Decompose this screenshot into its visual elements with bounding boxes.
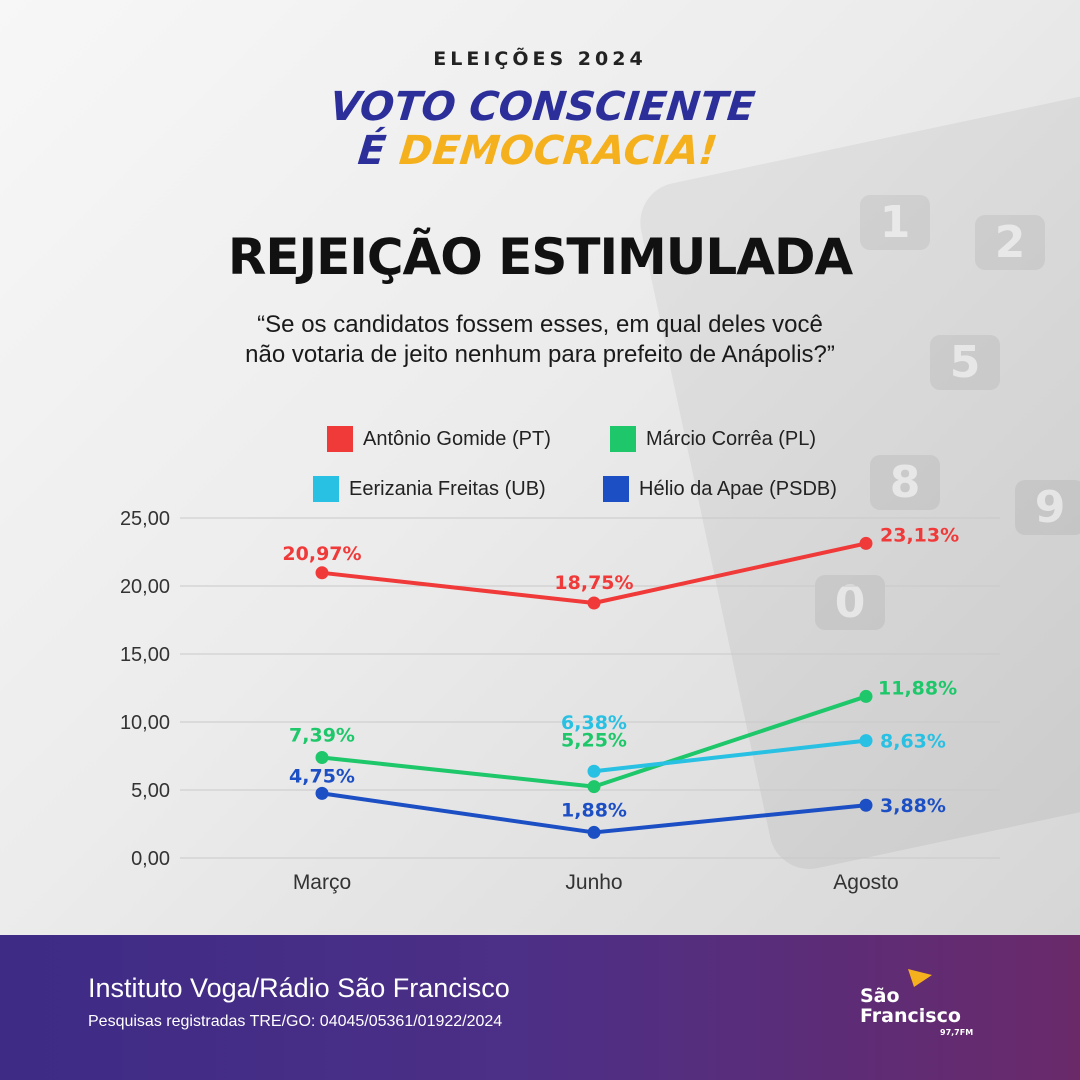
data-label: 20,97% <box>282 543 361 565</box>
x-tick-label: Março <box>293 871 351 894</box>
background-key: 8 <box>870 455 940 510</box>
slogan-line2b: DEMOCRACIA! <box>397 128 720 174</box>
data-label: 6,38% <box>561 712 627 734</box>
legend-swatch <box>313 476 339 502</box>
y-tick-label: 0,00 <box>131 848 170 870</box>
slogan-line2a: É <box>355 128 402 174</box>
data-point <box>859 689 873 703</box>
legend-label: Hélio da Apae (PSDB) <box>639 477 837 500</box>
logo-text-line2: Francisco <box>860 1005 961 1027</box>
footer-source: Instituto Voga/Rádio São Francisco <box>88 973 510 1003</box>
data-point <box>859 798 873 812</box>
question-line1: “Se os candidatos fossem esses, em qual … <box>257 311 823 338</box>
slogan: VOTO CONSCIENTE É DEMOCRACIA! <box>0 84 1080 174</box>
data-point <box>315 566 329 580</box>
background-key: 5 <box>930 335 1000 390</box>
data-label: 11,88% <box>878 677 957 699</box>
radio-logo: São Francisco 97,7FM <box>858 967 988 1047</box>
data-point <box>315 750 329 764</box>
data-label: 23,13% <box>880 524 959 546</box>
legend-swatch <box>327 426 353 452</box>
play-icon <box>908 969 932 987</box>
y-tick-label: 5,00 <box>131 780 170 802</box>
y-tick-label: 10,00 <box>120 712 170 734</box>
x-tick-label: Agosto <box>833 871 898 894</box>
y-tick-label: 25,00 <box>120 508 170 530</box>
data-label: 4,75% <box>289 765 355 787</box>
legend-item-helio: Hélio da Apae (PSDB) <box>603 476 837 502</box>
data-point <box>587 596 601 610</box>
background-key: 1 <box>860 195 930 250</box>
background-key: 9 <box>1015 480 1080 535</box>
footer: Instituto Voga/Rádio São Francisco Pesqu… <box>0 935 1080 1080</box>
data-label: 3,88% <box>880 795 946 817</box>
background-key: 2 <box>975 215 1045 270</box>
logo-frequency: 97,7FM <box>940 1028 974 1037</box>
survey-question: “Se os candidatos fossem esses, em qual … <box>0 310 1080 370</box>
logo-text-line1: São <box>860 985 900 1007</box>
footer-registration: Pesquisas registradas TRE/GO: 04045/0536… <box>88 1013 503 1030</box>
data-label: 7,39% <box>289 724 355 746</box>
legend-label: Eerizania Freitas (UB) <box>349 477 546 500</box>
eyebrow-label: ELEIÇÕES 2024 <box>433 48 647 70</box>
data-point <box>587 764 601 778</box>
data-label: 5,25% <box>561 730 627 752</box>
data-point <box>587 780 601 794</box>
legend-item-gomide: Antônio Gomide (PT) <box>327 426 551 452</box>
x-tick-label: Junho <box>565 871 622 894</box>
question-line2: não votaria de jeito nenhum para prefeit… <box>245 341 835 368</box>
legend-item-freitas: Eerizania Freitas (UB) <box>313 476 546 502</box>
data-label: 8,63% <box>880 731 946 753</box>
series-line <box>593 738 867 774</box>
legend-swatch <box>610 426 636 452</box>
page-title: REJEIÇÃO ESTIMULADA <box>227 228 853 286</box>
legend-label: Márcio Corrêa (PL) <box>646 427 817 450</box>
data-point <box>859 734 873 748</box>
data-label: 1,88% <box>561 799 627 821</box>
legend-label: Antônio Gomide (PT) <box>363 427 551 450</box>
y-tick-label: 15,00 <box>120 644 170 666</box>
data-point <box>859 536 873 550</box>
data-point <box>587 825 601 839</box>
legend-swatch <box>603 476 629 502</box>
legend-item-correa: Márcio Corrêa (PL) <box>610 426 816 452</box>
data-point <box>315 786 329 800</box>
line-chart: 25,00 20,00 15,00 10,00 5,00 0,00 Março Junho Ag… <box>120 508 1000 894</box>
data-label: 18,75% <box>554 572 633 594</box>
y-tick-label: 20,00 <box>120 576 170 598</box>
slogan-line1: VOTO CONSCIENTE <box>327 84 758 130</box>
